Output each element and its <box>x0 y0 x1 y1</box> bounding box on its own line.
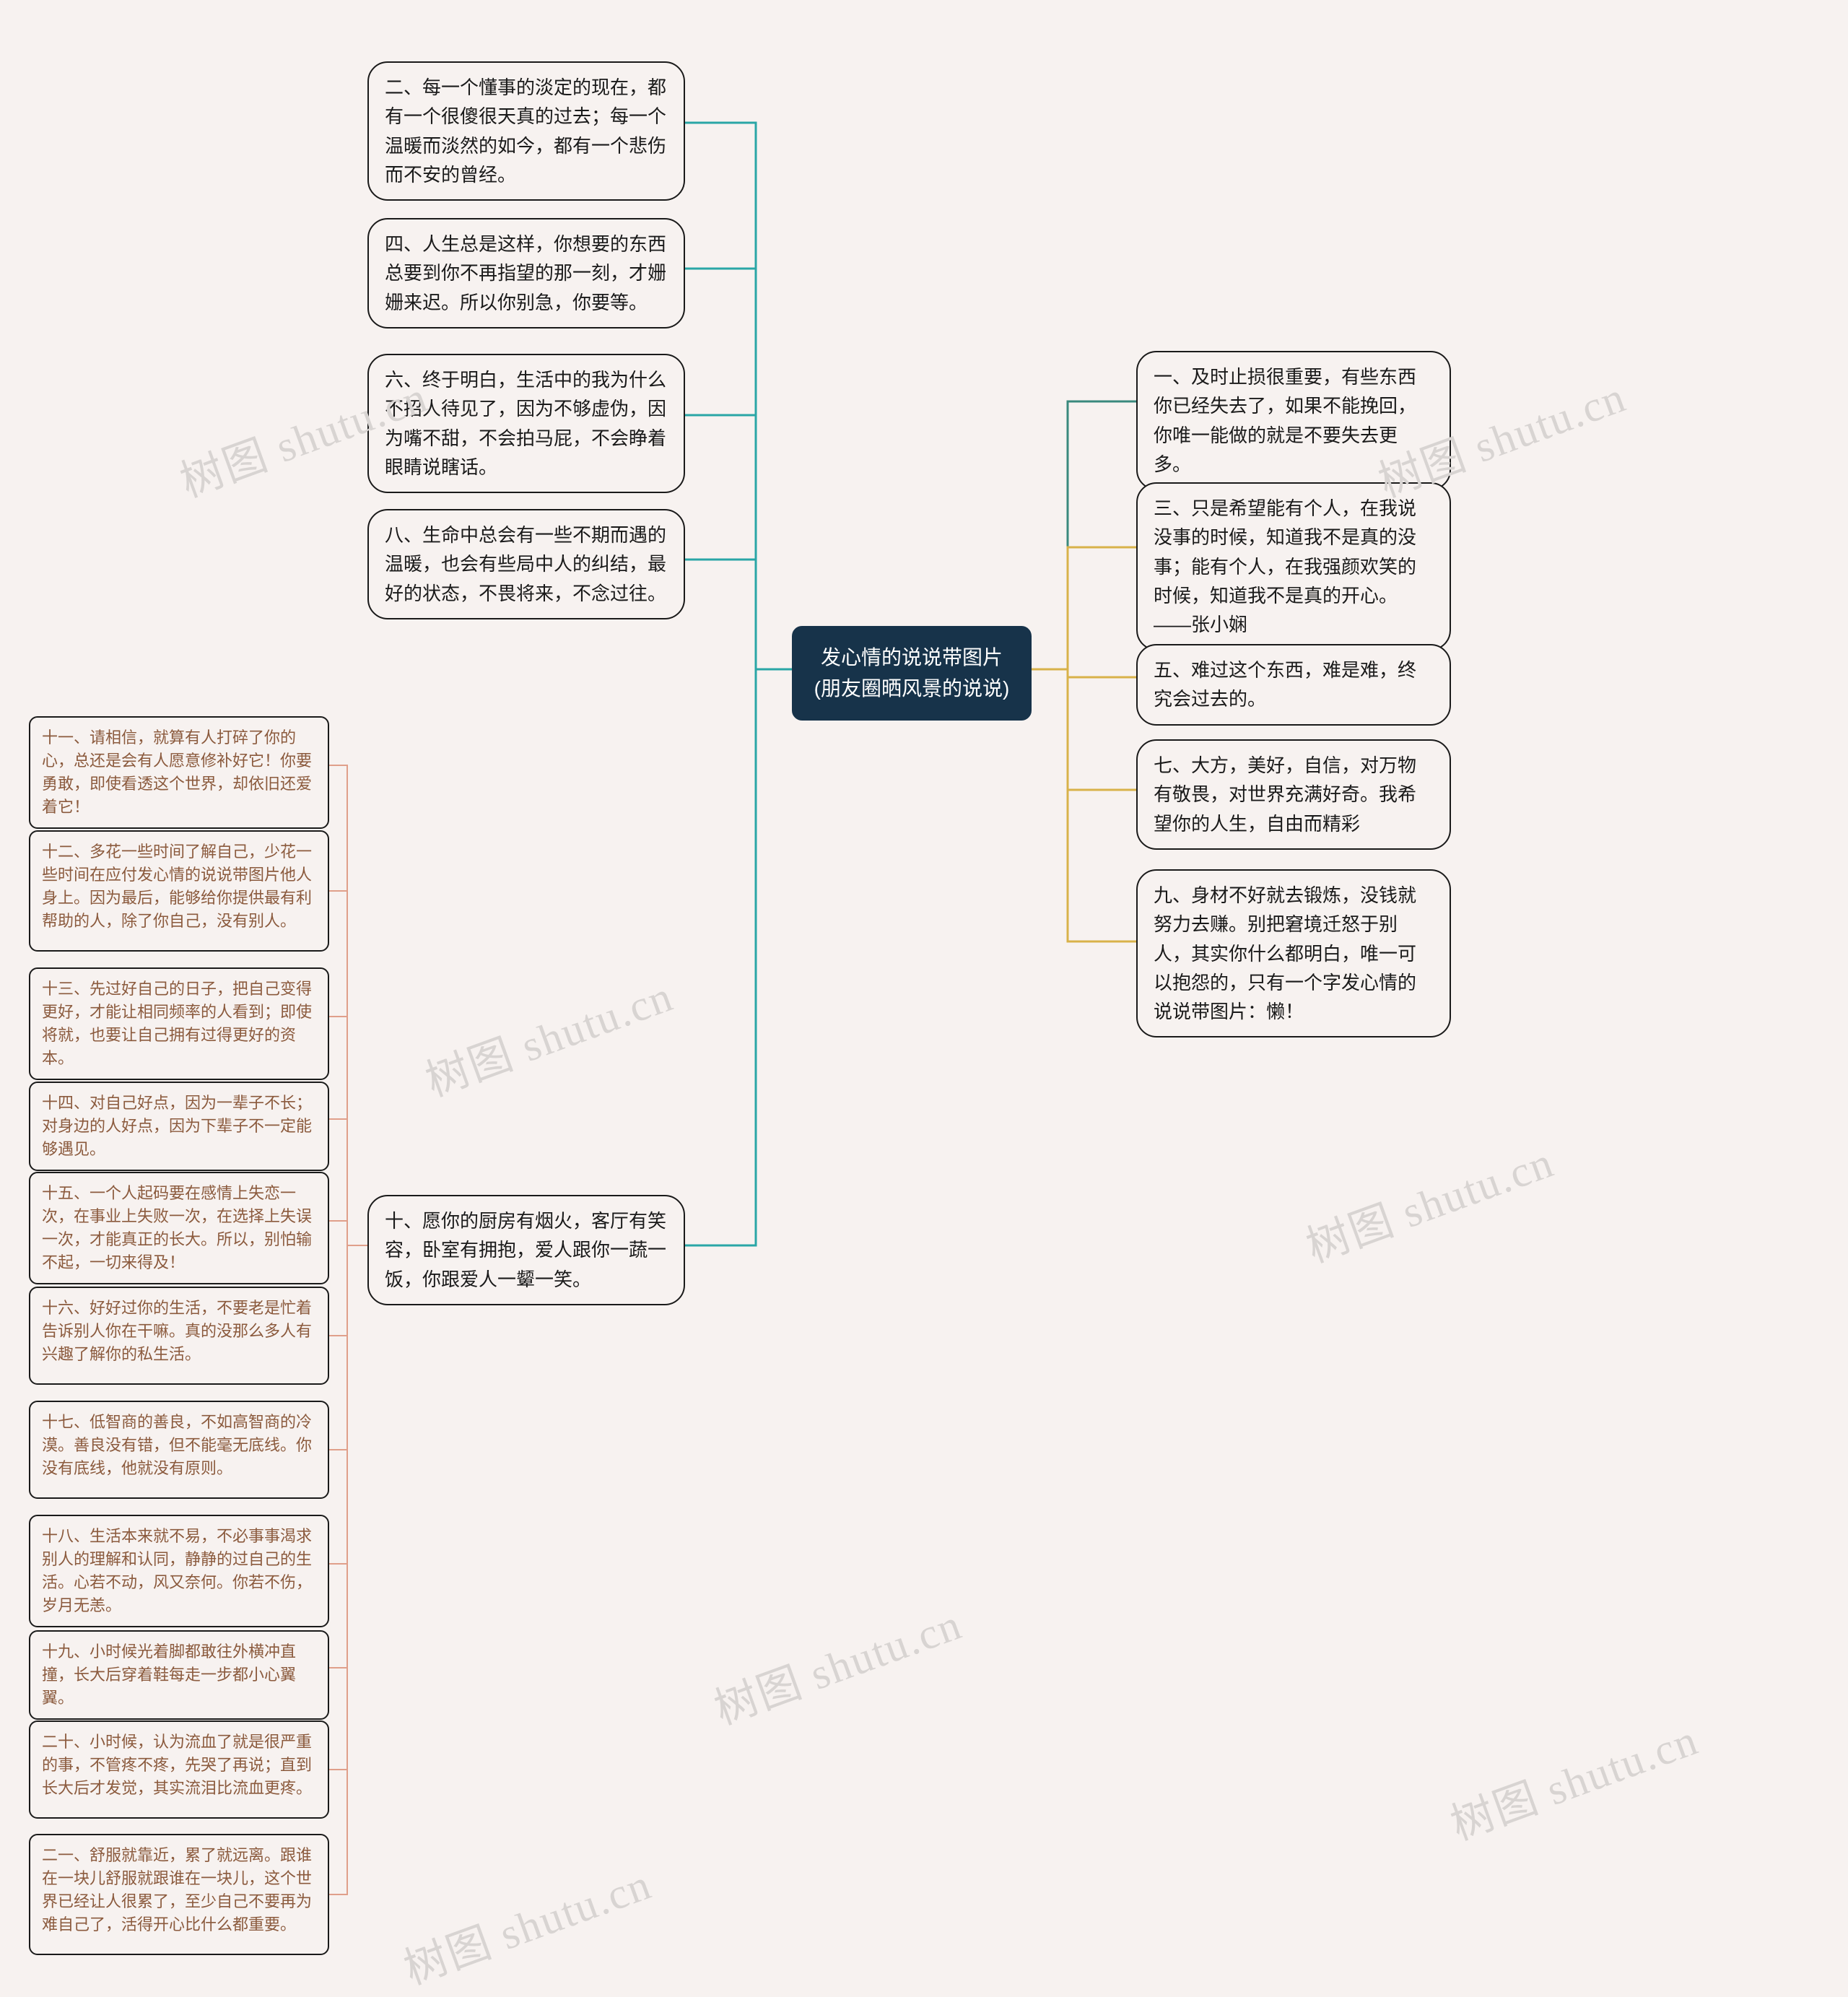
mindmap-node: 十二、多花一些时间了解自己，少花一些时间在应付发心情的说说带图片他人身上。因为最… <box>29 830 329 952</box>
mindmap-node: 十四、对自己好点，因为一辈子不长；对身边的人好点，因为下辈子不一定能够遇见。 <box>29 1082 329 1171</box>
mindmap-node: 三、只是希望能有个人，在我说没事的时候，知道我不是真的没事；能有个人，在我强颜欢… <box>1136 482 1451 651</box>
mindmap-node: 九、身材不好就去锻炼，没钱就努力去赚。别把窘境迁怒于别人，其实你什么都明白，唯一… <box>1136 869 1451 1037</box>
watermark: 树图 shutu.cn <box>416 961 681 1108</box>
mindmap-node: 五、难过这个东西，难是难，终究会过去的。 <box>1136 644 1451 726</box>
watermark: 树图 shutu.cn <box>1296 1127 1561 1274</box>
mindmap-node: 十、愿你的厨房有烟火，客厅有笑容，卧室有拥抱，爱人跟你一蔬一饭，你跟爱人一颦一笑… <box>367 1195 685 1305</box>
mindmap-node: 二十、小时候，认为流血了就是很严重的事，不管疼不疼，先哭了再说；直到长大后才发觉… <box>29 1720 329 1819</box>
mindmap-node: 七、大方，美好，自信，对万物有敬畏，对世界充满好奇。我希望你的人生，自由而精彩 <box>1136 739 1451 850</box>
mindmap-node: 十一、请相信，就算有人打碎了你的心，总还是会有人愿意修补好它！你要勇敢，即使看透… <box>29 716 329 829</box>
mindmap-node: 发心情的说说带图片(朋友圈晒风景的说说) <box>792 626 1032 721</box>
mindmap-node: 八、生命中总会有一些不期而遇的温暖，也会有些局中人的纠结，最好的状态，不畏将来，… <box>367 509 685 619</box>
watermark: 树图 shutu.cn <box>1441 1705 1706 1852</box>
mindmap-node: 二一、舒服就靠近，累了就远离。跟谁在一块儿舒服就跟谁在一块儿，这个世界已经让人很… <box>29 1834 329 1955</box>
mindmap-node: 十七、低智商的善良，不如高智商的冷漠。善良没有错，但不能毫无底线。你没有底线，他… <box>29 1401 329 1499</box>
mindmap-node: 四、人生总是这样，你想要的东西总要到你不再指望的那一刻，才姗姗来迟。所以你别急，… <box>367 218 685 329</box>
watermark: 树图 shutu.cn <box>705 1589 969 1736</box>
mindmap-node: 十六、好好过你的生活，不要老是忙着告诉别人你在干嘛。真的没那么多人有兴趣了解你的… <box>29 1287 329 1385</box>
mindmap-node: 十九、小时候光着脚都敢往外横冲直撞，长大后穿着鞋每走一步都小心翼翼。 <box>29 1630 329 1720</box>
mindmap-node: 二、每一个懂事的淡定的现在，都有一个很傻很天真的过去；每一个温暖而淡然的如今，都… <box>367 61 685 201</box>
watermark: 树图 shutu.cn <box>394 1849 659 1996</box>
mindmap-node: 十三、先过好自己的日子，把自己变得更好，才能让相同频率的人看到；即使将就，也要让… <box>29 967 329 1080</box>
mindmap-node: 一、及时止损很重要，有些东西你已经失去了，如果不能挽回，你唯一能做的就是不要失去… <box>1136 351 1451 490</box>
mindmap-canvas: 发心情的说说带图片(朋友圈晒风景的说说) 二、每一个懂事的淡定的现在，都有一个很傻… <box>0 0 1848 1957</box>
mindmap-node: 十五、一个人起码要在感情上失恋一次，在事业上失败一次，在选择上失误一次，才能真正… <box>29 1172 329 1284</box>
mindmap-node: 十八、生活本来就不易，不必事事渴求别人的理解和认同，静静的过自己的生活。心若不动… <box>29 1515 329 1627</box>
mindmap-node: 六、终于明白，生活中的我为什么不招人待见了，因为不够虚伪，因为嘴不甜，不会拍马屁… <box>367 354 685 493</box>
